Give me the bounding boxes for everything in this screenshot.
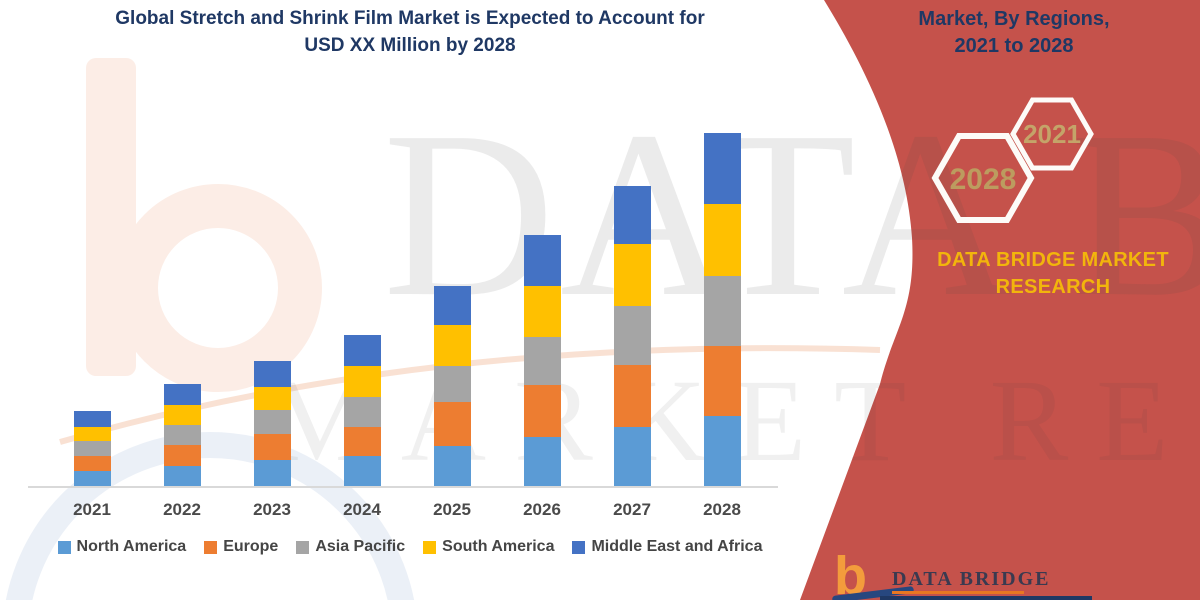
bar-segment-2028-south-america — [703, 204, 741, 276]
bar-segment-2025-europe — [433, 402, 471, 446]
bar-segment-2024-asia-pacific — [343, 397, 381, 427]
bar-segment-2023-europe — [253, 434, 291, 460]
red-panel-shape — [800, 0, 1200, 600]
bar-segment-2027-europe — [613, 365, 651, 427]
hexagon-2028-label: 2028 — [950, 163, 1017, 196]
bar-segment-2023-north-america — [253, 460, 291, 486]
x-axis-line — [28, 486, 778, 488]
bar-segment-2022-north-america — [163, 466, 201, 486]
footer-logo-underline — [892, 591, 1024, 594]
legend-item-asia-pacific: Asia Pacific — [296, 538, 405, 556]
bar-segment-2022-middle-east-and-africa — [163, 384, 201, 405]
bar-segment-2021-europe — [73, 456, 111, 471]
bar-segment-2021-south-america — [73, 427, 111, 441]
x-axis-label-2021: 2021 — [73, 500, 111, 519]
bar-segment-2026-europe — [523, 385, 561, 437]
brand-text-line1: DATA BRIDGE MARKET — [937, 249, 1169, 271]
bar-segment-2026-middle-east-and-africa — [523, 235, 561, 286]
x-axis-label-2024: 2024 — [343, 500, 381, 519]
x-axis-label-2027: 2027 — [613, 500, 651, 519]
brand-text-line2: RESEARCH — [995, 276, 1111, 298]
bar-segment-2023-asia-pacific — [253, 410, 291, 434]
bar-segment-2022-south-america — [163, 405, 201, 425]
legend-swatch — [204, 540, 218, 554]
side-panel-heading-line2: 2021 to 2028 — [954, 35, 1074, 57]
legend-item-middle-east-and-africa: Middle East and Africa — [572, 538, 762, 556]
legend-item-north-america: North America — [57, 538, 187, 556]
x-axis-label-2022: 2022 — [163, 500, 201, 519]
bar-segment-2024-north-america — [343, 456, 381, 486]
bar-segment-2024-middle-east-and-africa — [343, 335, 381, 366]
legend-label: North America — [76, 538, 187, 555]
footer-logo-navy-bar — [880, 596, 1092, 600]
chart-title: Global Stretch and Shrink Film Market is… — [65, 5, 755, 59]
hexagon-2021 — [1010, 97, 1094, 171]
x-axis-label-2025: 2025 — [433, 500, 471, 519]
x-axis-label-2028: 2028 — [703, 500, 741, 519]
legend-swatch — [572, 540, 586, 554]
bar-segment-2022-europe — [163, 445, 201, 466]
legend-label: Asia Pacific — [315, 538, 406, 555]
legend-label: Europe — [223, 538, 279, 555]
bar-segment-2026-asia-pacific — [523, 337, 561, 385]
bar-segment-2023-middle-east-and-africa — [253, 361, 291, 387]
bar-segment-2025-asia-pacific — [433, 366, 471, 402]
legend-swatch — [57, 540, 71, 554]
legend-item-south-america: South America — [423, 538, 554, 556]
watermark-b-bowl — [114, 184, 322, 392]
legend-swatch — [423, 540, 437, 554]
x-axis-label-2023: 2023 — [253, 500, 291, 519]
hexagon-2021-label: 2021 — [1023, 119, 1081, 149]
bar-segment-2028-middle-east-and-africa — [703, 133, 741, 204]
side-panel-heading: Market, By Regions, 2021 to 2028 — [878, 6, 1150, 60]
chart-title-line1: Global Stretch and Shrink Film Market is… — [115, 8, 705, 29]
chart-title-line2: USD XX Million by 2028 — [304, 35, 516, 56]
bar-segment-2028-asia-pacific — [703, 276, 741, 346]
bar-segment-2023-south-america — [253, 387, 291, 410]
side-panel-heading-line1: Market, By Regions, — [918, 8, 1110, 30]
bar-segment-2028-north-america — [703, 416, 741, 486]
bar-segment-2028-europe — [703, 346, 741, 416]
x-axis-label-2026: 2026 — [523, 500, 561, 519]
bar-segment-2027-middle-east-and-africa — [613, 186, 651, 244]
footer-logo-brand-text: DATA BRIDGE — [892, 568, 1051, 590]
bar-segment-2024-europe — [343, 427, 381, 456]
bar-segment-2024-south-america — [343, 366, 381, 397]
bar-segment-2022-asia-pacific — [163, 425, 201, 445]
chart-legend: North America Europe Asia Pacific South Ame… — [30, 538, 790, 556]
legend-swatch — [296, 540, 310, 554]
bar-segment-2026-south-america — [523, 286, 561, 337]
bar-segment-2021-north-america — [73, 471, 111, 486]
bar-segment-2025-south-america — [433, 325, 471, 366]
legend-label: Middle East and Africa — [591, 538, 763, 555]
bar-segment-2027-south-america — [613, 244, 651, 306]
watermark-blue-swoosh — [5, 432, 415, 600]
hexagon-2028 — [931, 133, 1035, 223]
bar-segment-2021-asia-pacific — [73, 441, 111, 456]
legend-item-europe: Europe — [204, 538, 278, 556]
brand-text: DATA BRIDGE MARKET RESEARCH — [928, 247, 1178, 301]
bar-segment-2027-asia-pacific — [613, 306, 651, 365]
legend-label: South America — [442, 538, 555, 555]
bar-segment-2027-north-america — [613, 427, 651, 486]
bar-segment-2021-middle-east-and-africa — [73, 411, 111, 427]
bar-segment-2025-middle-east-and-africa — [433, 286, 471, 325]
bar-segment-2026-north-america — [523, 437, 561, 486]
bar-segment-2025-north-america — [433, 446, 471, 486]
